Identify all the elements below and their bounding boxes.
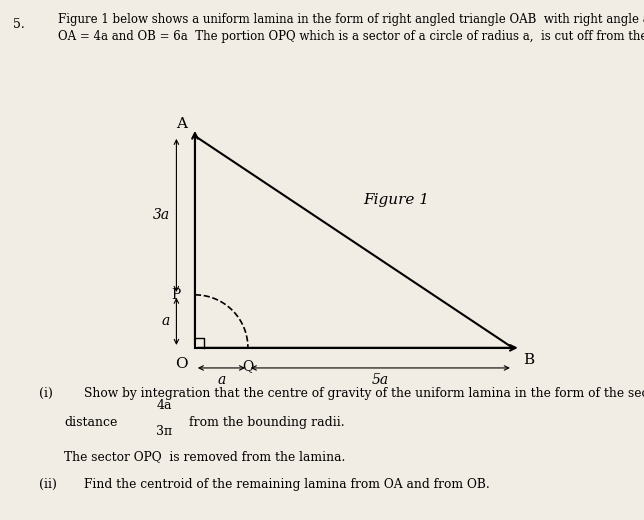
Text: P: P [171, 288, 180, 302]
Text: (i): (i) [39, 387, 53, 400]
Text: Show by integration that the centre of gravity of the uniform lamina in the form: Show by integration that the centre of g… [84, 387, 644, 400]
Text: The sector OPQ  is removed from the lamina.: The sector OPQ is removed from the lamin… [64, 450, 346, 463]
Text: (ii): (ii) [39, 478, 57, 491]
Text: 5.: 5. [13, 18, 24, 31]
Text: a: a [217, 373, 225, 387]
Text: from the bounding radii.: from the bounding radii. [185, 416, 345, 429]
Text: Figure 1 below shows a uniform lamina in the form of right angled triangle OAB  : Figure 1 below shows a uniform lamina in… [58, 13, 644, 26]
Text: 5a: 5a [372, 373, 389, 387]
Text: a: a [162, 315, 170, 328]
Text: 3a: 3a [153, 209, 170, 223]
Text: 3π: 3π [156, 425, 173, 438]
Text: Figure 1: Figure 1 [363, 192, 429, 206]
Text: B: B [524, 353, 535, 367]
Text: Q: Q [242, 359, 254, 373]
Text: Find the centroid of the remaining lamina from OA and from OB.: Find the centroid of the remaining lamin… [84, 478, 489, 491]
Text: OA = 4a and OB = 6a  The portion OPQ which is a sector of a circle of radius a, : OA = 4a and OB = 6a The portion OPQ whic… [58, 30, 644, 43]
Text: O: O [175, 357, 188, 371]
Text: 4a: 4a [156, 399, 172, 412]
Text: A: A [176, 116, 187, 131]
Text: distance: distance [64, 416, 118, 429]
